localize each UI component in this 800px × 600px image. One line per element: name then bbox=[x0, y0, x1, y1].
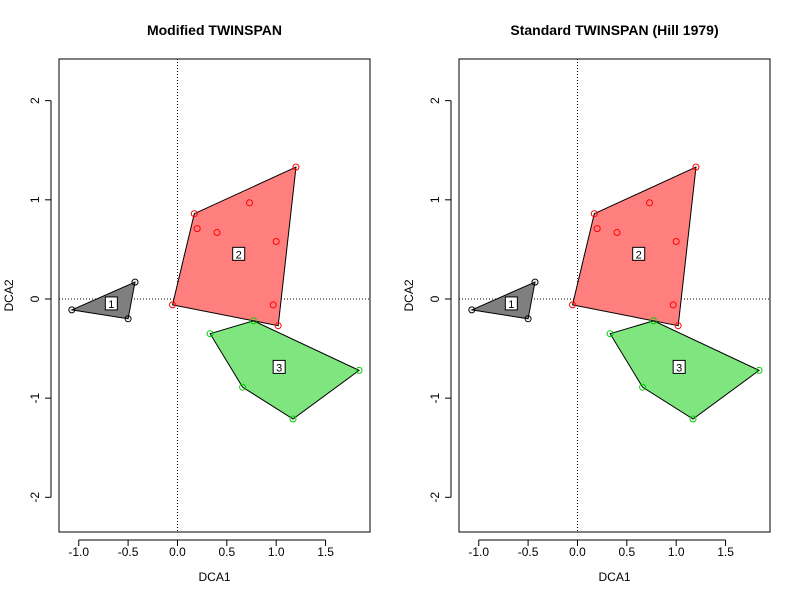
group-3-point bbox=[639, 383, 647, 391]
group-1-point bbox=[531, 278, 539, 286]
x-tick-label: 1.0 bbox=[268, 545, 285, 559]
group-2-point bbox=[692, 163, 700, 171]
group-1-label-box bbox=[104, 296, 118, 311]
x-tick-label: -1.0 bbox=[68, 545, 89, 559]
group-3-point bbox=[250, 317, 257, 325]
group-2-point bbox=[213, 229, 221, 236]
y-tick-label: -2 bbox=[428, 492, 442, 503]
group-2-label: 2 bbox=[636, 249, 642, 261]
group-3-point bbox=[289, 415, 297, 423]
group-1-point bbox=[468, 306, 476, 314]
group-2-label-box bbox=[632, 246, 646, 261]
group-2-hull bbox=[571, 166, 697, 327]
y-axis-label: DCA2 bbox=[402, 279, 416, 311]
group-2-point bbox=[292, 163, 300, 171]
chart-title: Standard TWINSPAN (Hill 1979) bbox=[510, 22, 718, 38]
y-tick-label: -1 bbox=[428, 392, 442, 403]
y-tick-label: 2 bbox=[428, 97, 442, 104]
y-tick-label: 1 bbox=[28, 196, 42, 203]
x-axis-label: DCA1 bbox=[198, 570, 230, 584]
panel-standard-twinspan: Standard TWINSPAN (Hill 1979) 1 2 3 -1.0 -0.5… bbox=[402, 22, 771, 584]
y-tick-label: 0 bbox=[428, 295, 442, 302]
y-tick-label: 2 bbox=[28, 97, 42, 104]
group-3-label-box bbox=[672, 359, 686, 374]
group-2-point bbox=[246, 199, 253, 207]
x-tick-label: 0.5 bbox=[218, 545, 235, 559]
group-2-point bbox=[672, 238, 680, 245]
group-2-point bbox=[193, 225, 201, 233]
group-1-point bbox=[131, 278, 139, 286]
chart-title: Modified TWINSPAN bbox=[147, 22, 282, 38]
group-2-point bbox=[169, 301, 176, 309]
group-3-label: 3 bbox=[676, 362, 682, 374]
group-2-point bbox=[190, 210, 198, 218]
group-1-label: 1 bbox=[508, 299, 514, 311]
group-3-label-box bbox=[272, 359, 286, 374]
group-1-point bbox=[124, 315, 132, 323]
group-2-hull bbox=[171, 166, 297, 327]
group-2-point bbox=[272, 238, 280, 245]
group-1-hull bbox=[70, 281, 136, 320]
group-2-point bbox=[669, 301, 677, 309]
group-3-point bbox=[206, 330, 214, 338]
x-tick-label: -0.5 bbox=[118, 545, 139, 559]
group-2-label: 2 bbox=[236, 249, 242, 261]
x-tick-label: 0.0 bbox=[569, 545, 586, 559]
group-3-point bbox=[239, 383, 247, 391]
y-axis-label: DCA2 bbox=[2, 279, 16, 311]
group-2-point bbox=[646, 199, 653, 207]
group-3-point bbox=[755, 366, 763, 374]
group-2-point bbox=[613, 229, 621, 236]
plot-frame bbox=[458, 58, 771, 533]
group-1-label: 1 bbox=[108, 299, 114, 311]
group-1-point bbox=[524, 315, 532, 323]
y-tick-label: -2 bbox=[28, 492, 42, 503]
x-tick-label: -0.5 bbox=[518, 545, 539, 559]
group-3-point bbox=[650, 317, 657, 325]
y-tick-label: 1 bbox=[428, 196, 442, 203]
group-3-point bbox=[689, 415, 697, 423]
group-2-label-box bbox=[232, 246, 246, 261]
x-tick-label: 1.5 bbox=[717, 545, 734, 559]
x-axis-label: DCA1 bbox=[598, 570, 630, 584]
group-3-point bbox=[606, 330, 614, 338]
group-2-point bbox=[593, 225, 601, 233]
y-tick-label: 0 bbox=[28, 295, 42, 302]
group-2-point bbox=[590, 210, 598, 218]
x-tick-label: 0.5 bbox=[618, 545, 635, 559]
x-tick-label: -1.0 bbox=[468, 545, 489, 559]
group-2-point bbox=[569, 301, 576, 309]
group-2-point bbox=[274, 322, 282, 330]
x-tick-label: 1.0 bbox=[668, 545, 685, 559]
panel-modified-twinspan: Modified TWINSPAN 1 2 3 -1.0 -0.5 0.0 0.5 1.0 1.5… bbox=[2, 22, 371, 584]
group-2-point bbox=[674, 322, 682, 330]
group-3-label: 3 bbox=[276, 362, 282, 374]
group-1-point bbox=[68, 306, 76, 314]
group-1-hull bbox=[470, 281, 536, 320]
x-tick-label: 0.0 bbox=[169, 545, 186, 559]
plot-frame bbox=[58, 58, 371, 533]
x-tick-label: 1.5 bbox=[317, 545, 334, 559]
y-tick-label: -1 bbox=[28, 392, 42, 403]
group-3-point bbox=[355, 366, 363, 374]
group-2-point bbox=[269, 301, 277, 309]
group-1-label-box bbox=[504, 296, 518, 311]
